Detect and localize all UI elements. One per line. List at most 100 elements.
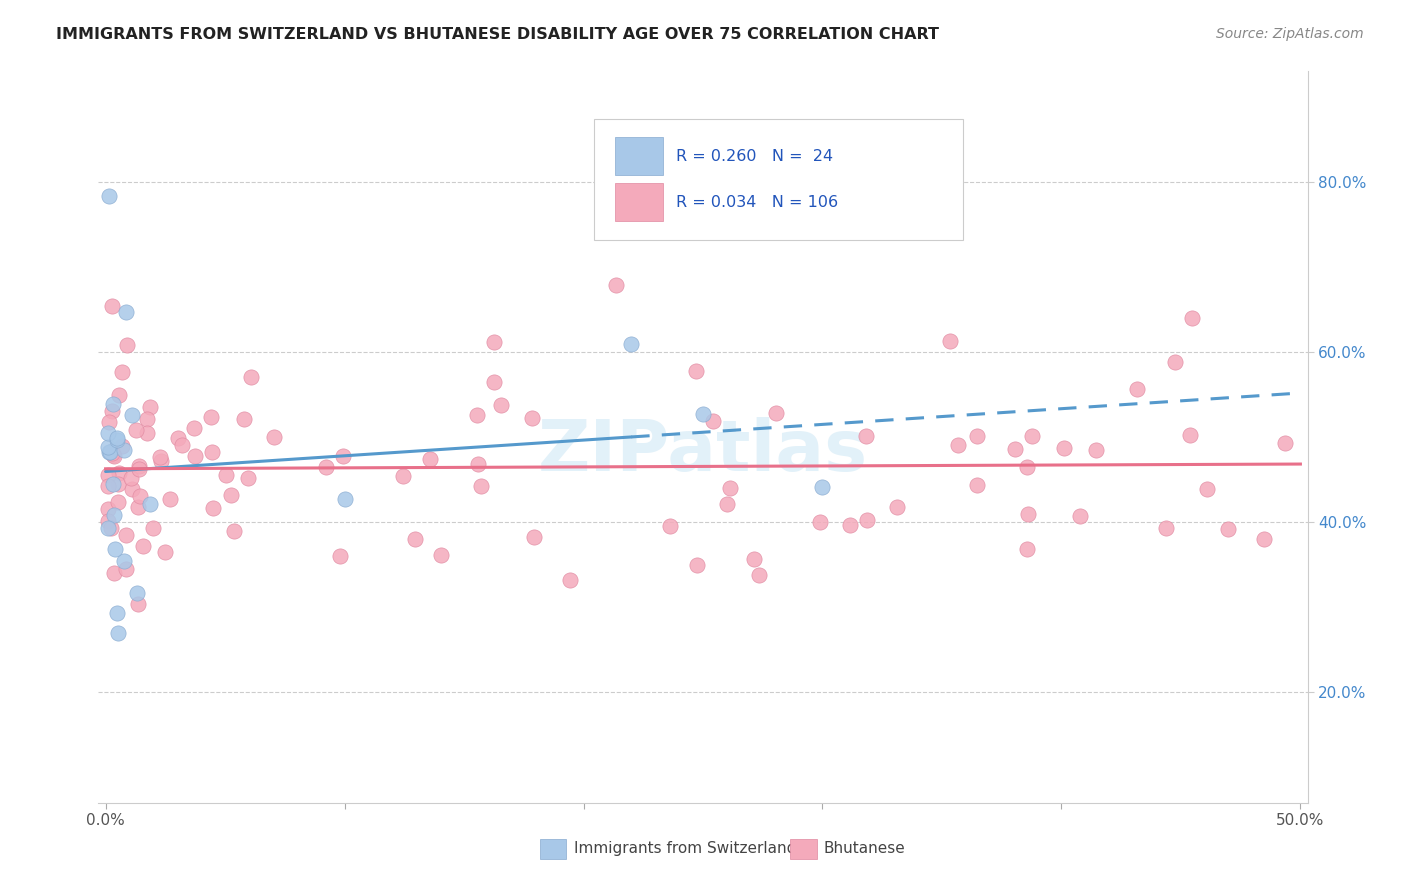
Point bbox=[520, 410, 543, 425]
Point bbox=[1164, 355, 1187, 369]
Point bbox=[111, 366, 134, 380]
Point bbox=[1216, 523, 1239, 537]
Text: ZIPatlas: ZIPatlas bbox=[538, 417, 868, 486]
Text: Bhutanese: Bhutanese bbox=[824, 841, 905, 856]
Point bbox=[811, 480, 834, 494]
Point bbox=[105, 430, 128, 444]
Point bbox=[482, 334, 505, 349]
Point bbox=[103, 566, 125, 580]
Point bbox=[430, 549, 453, 563]
Point bbox=[966, 429, 988, 443]
Point bbox=[112, 554, 135, 568]
Point bbox=[215, 467, 238, 482]
Point bbox=[263, 430, 285, 444]
Point bbox=[686, 558, 709, 573]
Point bbox=[104, 542, 127, 557]
Point bbox=[742, 552, 765, 566]
Point bbox=[1015, 460, 1038, 475]
Point bbox=[101, 298, 124, 312]
Text: Immigrants from Switzerland: Immigrants from Switzerland bbox=[574, 841, 796, 856]
Point bbox=[1021, 429, 1043, 443]
Point bbox=[121, 408, 143, 422]
Point bbox=[107, 477, 129, 491]
Point bbox=[856, 513, 879, 527]
Point bbox=[315, 460, 337, 475]
Point bbox=[149, 454, 172, 468]
Point bbox=[855, 429, 877, 443]
Point bbox=[101, 448, 124, 462]
Point bbox=[240, 370, 263, 384]
Point bbox=[125, 424, 148, 438]
Bar bbox=[790, 838, 817, 859]
Point bbox=[183, 421, 205, 435]
Point bbox=[765, 406, 787, 420]
Point bbox=[333, 491, 356, 506]
Point bbox=[105, 433, 128, 447]
Point bbox=[685, 364, 707, 378]
Point bbox=[128, 459, 150, 474]
Point bbox=[97, 521, 120, 535]
Point bbox=[1069, 509, 1091, 524]
Point bbox=[97, 441, 120, 455]
Point bbox=[1084, 442, 1107, 457]
Point bbox=[138, 400, 160, 414]
Point bbox=[1181, 311, 1204, 326]
Point bbox=[97, 425, 120, 440]
Point bbox=[1017, 508, 1039, 522]
Point bbox=[202, 500, 225, 515]
Point bbox=[135, 425, 157, 440]
Point bbox=[98, 415, 121, 429]
Point bbox=[692, 407, 714, 421]
Point bbox=[1154, 521, 1177, 535]
Point bbox=[127, 586, 149, 600]
FancyBboxPatch shape bbox=[595, 119, 963, 240]
Point bbox=[224, 524, 246, 538]
Point bbox=[149, 450, 172, 465]
Point bbox=[329, 549, 352, 563]
Point bbox=[170, 437, 193, 451]
Point bbox=[523, 530, 546, 544]
Point bbox=[117, 337, 139, 351]
Point bbox=[966, 478, 988, 492]
Point bbox=[107, 494, 129, 508]
Point bbox=[238, 470, 260, 484]
Point bbox=[1253, 532, 1275, 546]
Point bbox=[103, 508, 125, 522]
Point bbox=[1126, 382, 1149, 396]
Point bbox=[558, 573, 581, 587]
Point bbox=[183, 449, 205, 463]
Point bbox=[159, 492, 181, 507]
Point bbox=[404, 532, 426, 546]
Point bbox=[97, 514, 120, 528]
Point bbox=[97, 444, 120, 458]
Point bbox=[97, 467, 120, 482]
Point bbox=[605, 278, 627, 293]
Point bbox=[392, 469, 415, 483]
Bar bbox=[614, 137, 664, 175]
Point bbox=[620, 337, 643, 351]
Point bbox=[808, 516, 831, 530]
Point bbox=[419, 451, 441, 466]
Point bbox=[839, 517, 862, 532]
Point bbox=[219, 488, 242, 502]
Point bbox=[233, 412, 256, 426]
Point bbox=[200, 410, 222, 425]
Point bbox=[886, 500, 908, 515]
Point bbox=[1004, 442, 1026, 457]
Point bbox=[1274, 436, 1296, 450]
Point bbox=[105, 607, 128, 621]
Point bbox=[115, 528, 138, 542]
Point bbox=[111, 439, 134, 453]
Point bbox=[121, 471, 143, 485]
Point bbox=[101, 446, 124, 460]
Point bbox=[166, 431, 188, 445]
Point bbox=[127, 500, 149, 515]
Point bbox=[465, 408, 488, 422]
Point bbox=[128, 489, 150, 503]
Point bbox=[135, 412, 157, 426]
Point bbox=[748, 568, 770, 582]
Text: R = 0.260   N =  24: R = 0.260 N = 24 bbox=[676, 149, 834, 164]
Point bbox=[658, 518, 681, 533]
Text: IMMIGRANTS FROM SWITZERLAND VS BHUTANESE DISABILITY AGE OVER 75 CORRELATION CHAR: IMMIGRANTS FROM SWITZERLAND VS BHUTANESE… bbox=[56, 27, 939, 42]
Text: R = 0.034   N = 106: R = 0.034 N = 106 bbox=[676, 194, 838, 210]
